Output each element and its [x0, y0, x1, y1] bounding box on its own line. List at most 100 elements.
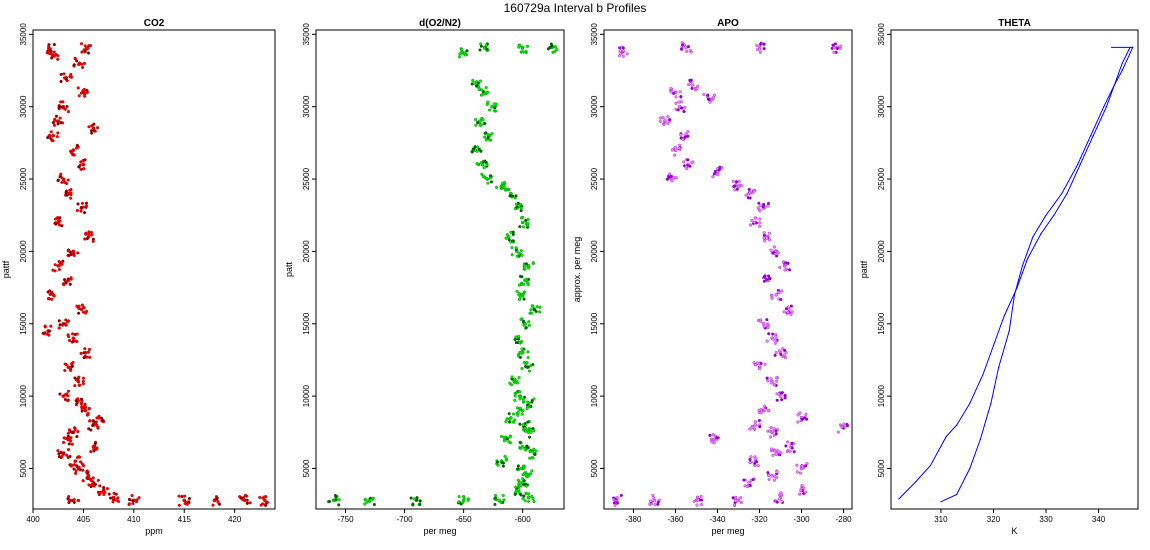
data-point	[673, 146, 677, 150]
data-point	[549, 42, 553, 46]
data-point	[86, 411, 90, 415]
data-point	[212, 499, 217, 503]
data-point	[85, 88, 89, 93]
data-point	[524, 429, 528, 433]
data-point	[51, 121, 55, 125]
data-point	[758, 217, 762, 221]
data-point	[80, 201, 85, 205]
data-point	[72, 467, 76, 471]
y-tick-label: 5000	[302, 459, 311, 477]
data-point	[52, 123, 57, 127]
data-point	[474, 123, 478, 127]
data-point	[73, 57, 77, 61]
data-point	[511, 230, 515, 234]
data-point	[518, 406, 522, 410]
data-point	[76, 202, 80, 206]
data-point	[245, 501, 249, 505]
data-point	[51, 139, 55, 143]
data-point	[474, 118, 478, 122]
x-tick-label: 410	[127, 515, 141, 524]
data-point	[83, 408, 88, 413]
x-tick-label: -600	[515, 515, 532, 524]
data-point	[57, 218, 61, 222]
data-point	[686, 134, 690, 138]
data-point	[772, 449, 777, 453]
data-point	[66, 333, 70, 337]
data-point	[87, 230, 91, 234]
data-point	[753, 427, 757, 431]
panel-co2: CO2 400 405 410 415 420 5000 10000 15000 20000 250…	[1, 18, 276, 536]
data-point	[77, 455, 81, 459]
data-point	[758, 42, 763, 46]
data-point	[516, 464, 520, 468]
y-tick-label: 10000	[19, 384, 28, 407]
data-point	[518, 355, 522, 359]
data-point	[795, 463, 799, 467]
data-point	[53, 269, 57, 273]
data-point	[658, 119, 662, 124]
data-point	[265, 500, 269, 504]
data-point	[480, 88, 484, 92]
data-point	[69, 277, 73, 281]
data-point	[744, 193, 748, 197]
data-point	[767, 277, 771, 281]
data-point	[522, 297, 526, 301]
x-axis-label: per meg	[711, 526, 744, 536]
y-tick-label: 30000	[590, 95, 599, 118]
data-point	[58, 223, 62, 227]
data-point	[215, 496, 219, 500]
data-point	[47, 52, 52, 56]
data-point	[798, 411, 802, 415]
data-point	[58, 392, 62, 396]
data-point	[527, 427, 531, 431]
data-point	[79, 167, 83, 171]
data-point	[508, 435, 512, 439]
data-point	[774, 429, 778, 433]
data-point	[679, 47, 684, 51]
data-point	[57, 319, 61, 323]
data-point	[790, 441, 794, 445]
data-point	[688, 164, 692, 168]
data-point	[518, 297, 522, 301]
data-point	[621, 49, 625, 53]
data-point	[1111, 46, 1113, 48]
data-point	[507, 238, 511, 242]
data-point	[652, 496, 656, 500]
data-point	[788, 449, 792, 453]
data-point	[505, 233, 509, 237]
data-point	[529, 404, 533, 409]
data-point	[758, 224, 762, 228]
data-point	[72, 498, 76, 502]
data-point	[670, 148, 674, 152]
data-point	[79, 42, 83, 46]
data-point	[111, 500, 115, 504]
data-point	[81, 162, 86, 167]
data-point	[511, 420, 515, 424]
data-point	[515, 381, 520, 385]
data-point	[798, 471, 802, 475]
data-point	[649, 499, 653, 503]
data-point	[486, 181, 490, 185]
panel-title: d(O2/N2)	[419, 18, 461, 29]
data-point	[479, 44, 483, 48]
y-tick-label: 30000	[877, 95, 886, 118]
data-point	[62, 72, 66, 76]
data-point	[527, 320, 531, 324]
data-point	[765, 376, 769, 380]
data-point	[803, 490, 807, 494]
data-point	[773, 341, 777, 345]
data-point	[98, 484, 102, 488]
data-point	[497, 498, 501, 503]
data-point	[69, 368, 73, 372]
data-point	[46, 290, 50, 294]
x-tick-label: 330	[1039, 515, 1053, 524]
data-point	[60, 455, 64, 459]
data-point	[526, 400, 530, 404]
data-point	[245, 498, 249, 502]
data-point	[483, 121, 487, 125]
data-point	[990, 402, 992, 404]
data-point	[773, 382, 777, 387]
plot-frame	[32, 29, 276, 510]
data-point	[485, 102, 489, 107]
data-point	[69, 151, 73, 155]
